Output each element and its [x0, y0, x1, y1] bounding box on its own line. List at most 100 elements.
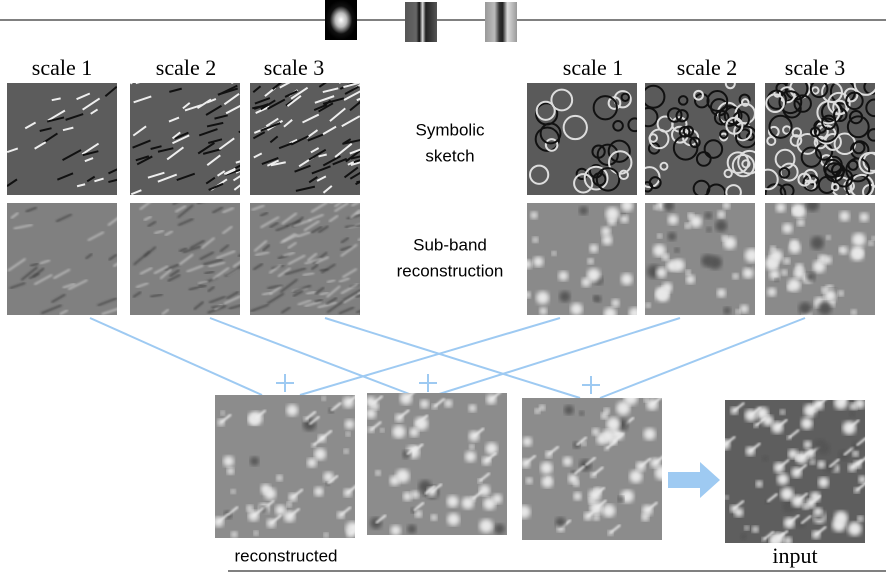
blob	[533, 257, 543, 267]
blob	[492, 494, 502, 504]
blob	[276, 475, 282, 481]
scale-label: scale 1	[563, 55, 623, 80]
blob	[717, 211, 725, 219]
blob	[582, 441, 587, 446]
blob	[555, 517, 565, 527]
blob	[380, 428, 384, 432]
blob	[250, 457, 259, 466]
blob	[314, 487, 323, 496]
blob	[655, 466, 669, 480]
blob	[494, 524, 504, 534]
blob	[857, 516, 863, 522]
blob	[479, 485, 490, 496]
blob	[487, 457, 491, 461]
scale-label: scale 3	[785, 55, 845, 80]
caption: reconstructed	[235, 546, 338, 565]
blob	[579, 411, 584, 416]
page: {"left": {"scale_labels": ["scale 1", "s…	[0, 0, 886, 573]
blob	[722, 235, 728, 241]
blob	[392, 425, 405, 438]
blob	[818, 461, 826, 469]
blob	[539, 307, 547, 315]
blob	[396, 469, 410, 483]
blob	[621, 200, 633, 212]
blob	[390, 525, 401, 536]
blob	[415, 510, 422, 517]
blob	[465, 451, 476, 462]
blob	[784, 258, 791, 265]
blob	[767, 288, 776, 297]
blob	[601, 227, 610, 236]
blob	[563, 457, 572, 466]
scale-label: scale 1	[32, 55, 92, 80]
blob	[740, 305, 748, 313]
filter-icon	[405, 2, 437, 42]
blob	[307, 458, 317, 468]
blob	[743, 268, 754, 279]
blob	[794, 268, 805, 279]
blob	[814, 413, 819, 418]
blob	[286, 404, 298, 416]
blob	[762, 455, 769, 462]
blob	[776, 203, 786, 213]
image	[7, 83, 128, 195]
blob	[701, 254, 714, 267]
blob	[524, 292, 530, 298]
blob	[606, 207, 619, 220]
blob	[804, 441, 812, 449]
blob	[834, 511, 848, 525]
arrow	[668, 462, 720, 498]
blob	[596, 434, 607, 445]
blob	[612, 299, 620, 307]
blob	[407, 525, 416, 534]
blob	[765, 257, 778, 270]
blob	[806, 272, 815, 281]
blob	[375, 470, 381, 476]
figure: scale 1 scale 2 scale 3 scale 1 scale 2 …	[0, 0, 886, 573]
blob	[818, 301, 832, 315]
row-label: Symbolic	[416, 120, 485, 139]
image	[130, 75, 253, 195]
blob	[479, 519, 493, 533]
blob	[781, 270, 787, 276]
row-label: Sub-band	[413, 235, 487, 254]
blob	[705, 212, 712, 219]
stroke	[352, 197, 370, 206]
image-bg	[7, 203, 117, 315]
image	[765, 198, 876, 319]
blob	[824, 289, 837, 302]
blob	[532, 237, 538, 243]
filter-icon	[485, 2, 517, 42]
blob	[558, 271, 568, 281]
blob	[782, 223, 792, 233]
blob	[717, 289, 726, 298]
image	[527, 83, 641, 195]
blob	[811, 236, 824, 249]
blob	[838, 290, 844, 296]
blob	[420, 400, 429, 409]
blob	[620, 215, 628, 223]
blob	[447, 496, 459, 508]
blob	[732, 273, 738, 279]
blob	[752, 526, 759, 533]
blob	[799, 302, 812, 315]
blob	[410, 428, 419, 437]
blob	[788, 279, 801, 292]
blob	[745, 248, 759, 262]
blob	[630, 470, 643, 483]
blob	[592, 428, 599, 435]
blob	[686, 270, 691, 275]
blob	[523, 260, 532, 269]
blob	[536, 291, 549, 304]
image	[250, 74, 375, 195]
blob	[777, 474, 788, 485]
stroke	[136, 78, 155, 83]
blob	[223, 456, 234, 467]
blob	[744, 526, 749, 531]
blob	[573, 492, 581, 500]
blob	[644, 428, 656, 440]
blob	[818, 255, 826, 263]
blob	[447, 513, 459, 525]
blob	[723, 307, 731, 315]
image	[720, 395, 867, 546]
